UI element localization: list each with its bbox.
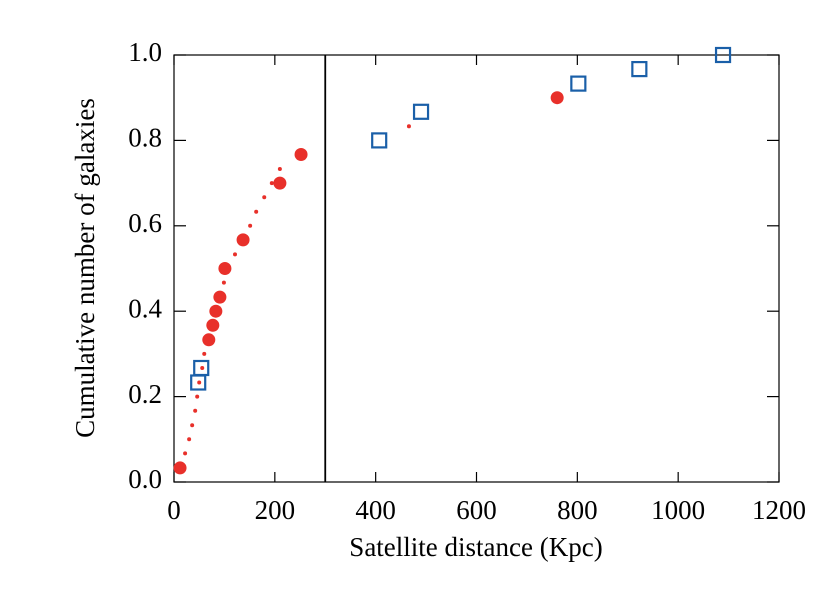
dot-marker [277, 167, 282, 172]
square-marker [570, 75, 587, 92]
dot-marker [209, 323, 214, 328]
dot-marker [406, 124, 411, 129]
y-tick-label: 1.0 [128, 37, 162, 67]
circle-marker [173, 461, 187, 475]
dot-marker [197, 380, 202, 385]
square-marker [193, 359, 210, 377]
dot-marker [202, 351, 207, 356]
square-marker [412, 103, 430, 120]
dot-marker [190, 423, 195, 428]
dot-marker [213, 309, 218, 314]
y-tick-label: 0.8 [128, 123, 162, 153]
y-tick-label: 0.4 [128, 293, 162, 323]
dot-marker [200, 365, 205, 370]
x-tick-label: 1000 [651, 495, 705, 525]
y-tick-label: 0.0 [128, 464, 162, 494]
x-tick-label: 200 [255, 495, 296, 525]
x-axis-label: Satellite distance (Kpc) [349, 532, 602, 562]
dot-marker [183, 451, 188, 456]
plot-frame [173, 54, 780, 483]
dot-marker [248, 223, 253, 228]
dot-marker [241, 237, 246, 242]
square-marker [631, 60, 648, 78]
dot-marker [269, 181, 274, 186]
dot-marker [233, 252, 238, 257]
y-axis-label: Cumulative number of galaxies [70, 98, 100, 438]
circle-marker [550, 91, 564, 105]
dot-marker [226, 266, 231, 271]
x-tick-label: 800 [557, 495, 598, 525]
x-tick-label: 600 [456, 495, 497, 525]
dot-marker [217, 295, 222, 300]
dot-marker [193, 408, 198, 413]
circle-marker [218, 262, 232, 275]
y-tick-label: 0.6 [128, 208, 162, 238]
dot-marker [262, 195, 267, 200]
dot-marker [205, 337, 210, 342]
circle-marker [273, 176, 287, 190]
square-marker [371, 132, 388, 149]
x-tick-label: 400 [355, 495, 396, 525]
x-tick-label: 0 [167, 495, 181, 525]
y-tick-label: 0.2 [128, 379, 162, 409]
square-marker [714, 46, 732, 64]
dot-marker [254, 209, 259, 214]
circle-marker [294, 147, 308, 161]
x-tick-label: 1200 [752, 495, 806, 525]
dot-marker [221, 280, 226, 285]
dot-marker [187, 437, 192, 442]
dot-marker [195, 394, 200, 399]
